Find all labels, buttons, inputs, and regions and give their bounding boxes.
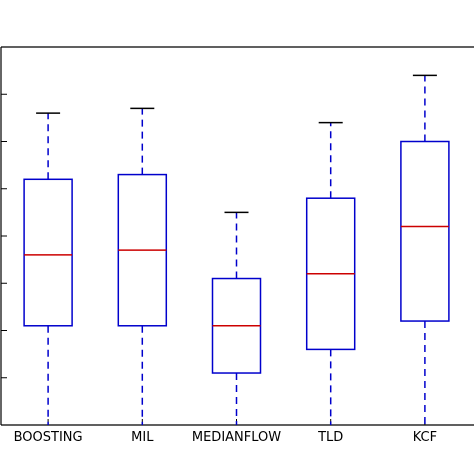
x-tick-label: BOOSTING bbox=[14, 430, 83, 445]
x-tick-label: KCF bbox=[413, 430, 437, 445]
x-tick-labels: BOOSTING MIL MEDIANFLOW TLD KCF bbox=[14, 430, 437, 445]
iqr-box bbox=[400, 140, 450, 322]
box-tld bbox=[305, 121, 356, 425]
iqr-box bbox=[23, 178, 73, 327]
box-kcf bbox=[400, 74, 450, 425]
x-tick-label: MEDIANFLOW bbox=[192, 430, 281, 445]
box-mil bbox=[117, 107, 168, 425]
box-boosting bbox=[23, 112, 73, 425]
x-tick-label: MIL bbox=[131, 430, 154, 445]
box-medianflow bbox=[211, 211, 262, 425]
chart-marks bbox=[23, 74, 450, 425]
x-tick-label: TLD bbox=[317, 430, 343, 445]
